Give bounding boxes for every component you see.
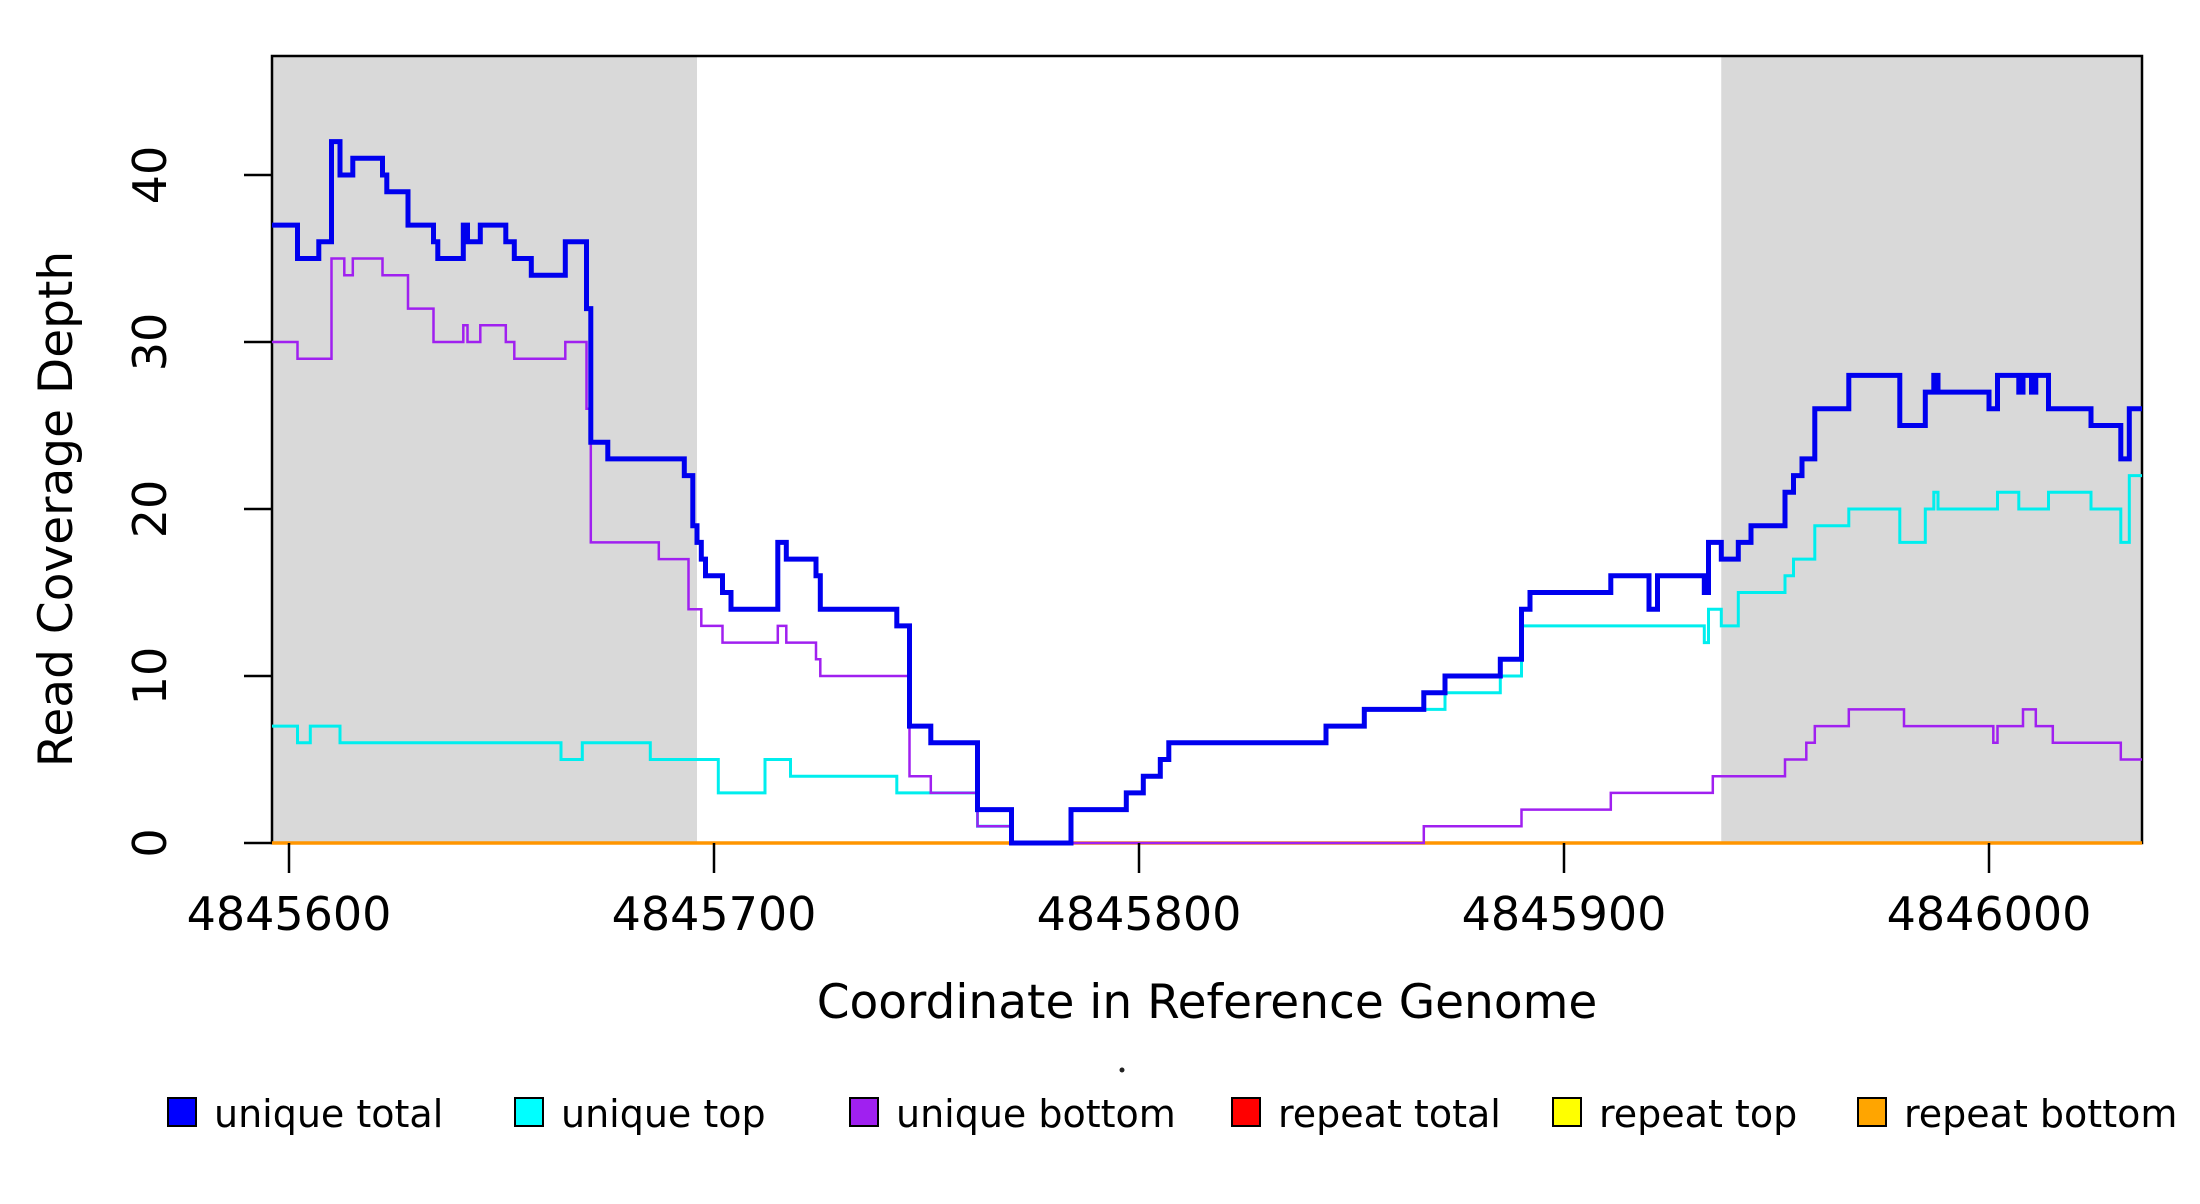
x-tick-label: 4845800 [1037, 887, 1242, 941]
legend-swatch-unique-total [167, 1097, 197, 1127]
series-line-unique-total [272, 139, 2142, 846]
legend-swatch-unique-top [514, 1097, 544, 1127]
x-tick-label: 4845600 [187, 887, 392, 941]
y-axis-title: Read Coverage Depth [29, 251, 84, 767]
y-tick-label: 30 [123, 313, 177, 372]
series-lines [272, 139, 2142, 846]
x-axis-title: Coordinate in Reference Genome [817, 975, 1598, 1030]
left-repeat-region [272, 56, 697, 843]
legend-label-unique-bottom: unique bottom [896, 1092, 1176, 1136]
y-tick-label: 10 [123, 647, 177, 706]
series-line-unique-bottom [272, 257, 2142, 845]
shaded-repeat-regions [272, 56, 2142, 843]
legend-label-unique-top: unique top [561, 1092, 766, 1136]
legend-swatch-repeat-total [1231, 1097, 1261, 1127]
y-tick-label: 20 [123, 480, 177, 539]
stray-dot [1119, 1067, 1125, 1073]
x-tick-label: 4845700 [612, 887, 817, 941]
right-repeat-region [1721, 56, 2142, 843]
chart-legend: unique total unique top unique bottom repea… [167, 1067, 2177, 1136]
x-tick-label: 4846000 [1887, 887, 2092, 941]
legend-swatch-repeat-top [1552, 1097, 1582, 1127]
x-tick-label: 4845900 [1462, 887, 1667, 941]
axes: 4845600 4845700 4845800 4845900 4846000 0 10 20… [123, 146, 2091, 941]
legend-label-repeat-bottom: repeat bottom [1904, 1092, 2177, 1136]
series-line-unique-top [272, 474, 2142, 845]
legend-swatch-repeat-bottom [1857, 1097, 1887, 1127]
legend-label-repeat-total: repeat total [1278, 1092, 1501, 1136]
legend-label-unique-total: unique total [214, 1092, 443, 1136]
y-tick-label: 0 [123, 828, 177, 857]
legend-swatch-unique-bottom [849, 1097, 879, 1127]
y-tick-label: 40 [123, 146, 177, 205]
legend-label-repeat-top: repeat top [1599, 1092, 1797, 1136]
